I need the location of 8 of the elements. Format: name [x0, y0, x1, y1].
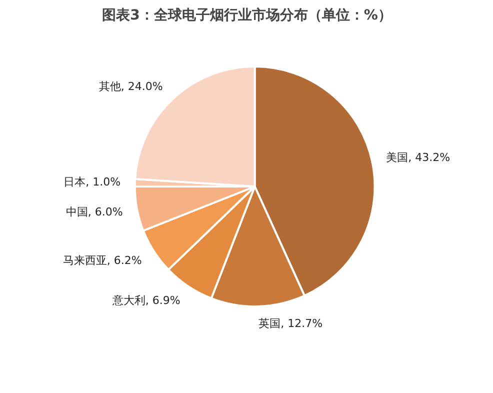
chart-title: 图表3：全球电子烟行业市场分布（单位：%） — [102, 6, 392, 24]
slice-label: 英国, 12.7% — [258, 317, 323, 330]
slice-label: 中国, 6.0% — [66, 206, 123, 219]
slice-label: 马来西亚, 6.2% — [62, 254, 142, 268]
slice-label: 其他, 24.0% — [98, 80, 163, 94]
slice-label: 日本, 1.0% — [64, 176, 121, 189]
slice-label: 美国, 43.2% — [386, 150, 450, 164]
slice-label: 意大利, 6.9% — [111, 294, 180, 308]
